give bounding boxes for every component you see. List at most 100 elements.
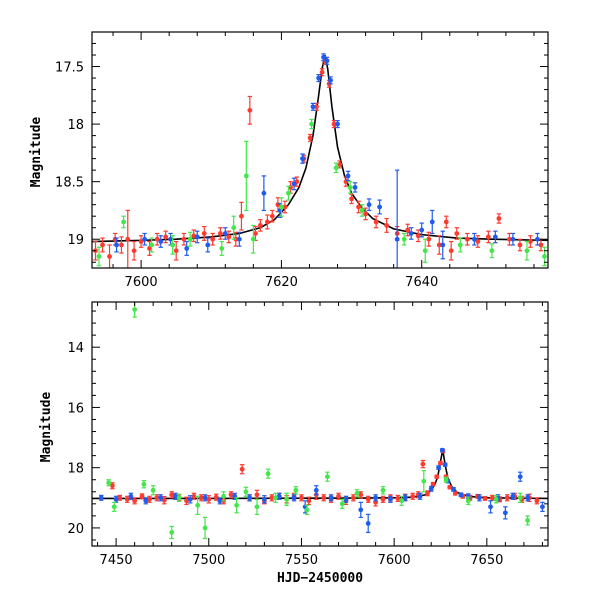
data-point xyxy=(228,491,234,499)
bottom-xtick-label: 7650 xyxy=(470,553,503,568)
data-point xyxy=(307,133,313,142)
data-point xyxy=(284,492,290,506)
data-point xyxy=(321,494,327,502)
data-point xyxy=(363,207,368,221)
top-ytick-label: 17.5 xyxy=(55,61,84,76)
data-point xyxy=(147,495,152,503)
data-point xyxy=(451,486,456,492)
data-point xyxy=(205,237,211,253)
data-point xyxy=(121,215,126,229)
data-point xyxy=(428,485,434,492)
data-point xyxy=(457,237,463,253)
data-point xyxy=(517,238,523,252)
bottom-panel: 7450 7500 7550 7600 7650 14 16 18 20 Magnitude H… xyxy=(39,301,549,586)
bottom-series-blue xyxy=(98,447,545,534)
data-point xyxy=(173,492,178,500)
bottom-xtick-label: 7550 xyxy=(285,553,318,568)
data-point xyxy=(525,515,531,526)
data-point xyxy=(217,497,223,505)
data-point xyxy=(510,492,516,500)
data-point xyxy=(169,491,175,499)
data-point xyxy=(485,230,491,244)
top-plot-area xyxy=(92,53,548,268)
data-point xyxy=(107,244,112,268)
data-point xyxy=(504,494,510,502)
data-point xyxy=(438,460,443,466)
data-point xyxy=(206,495,212,504)
data-point xyxy=(125,209,131,268)
data-point xyxy=(141,480,147,489)
data-point xyxy=(154,232,160,246)
data-point xyxy=(365,495,371,503)
data-point xyxy=(213,493,219,501)
data-point xyxy=(489,243,495,259)
bottom-series-green xyxy=(106,302,531,540)
data-point xyxy=(540,501,545,512)
data-point xyxy=(269,494,275,502)
data-point xyxy=(187,495,193,504)
data-point xyxy=(184,496,189,506)
data-point xyxy=(475,235,481,248)
data-point xyxy=(439,447,445,453)
data-point xyxy=(373,494,379,502)
data-point xyxy=(394,169,400,268)
data-point xyxy=(534,497,540,505)
data-point xyxy=(421,470,427,493)
data-point xyxy=(239,464,245,475)
data-point xyxy=(132,497,138,505)
data-point xyxy=(158,235,164,248)
data-point xyxy=(365,513,371,534)
data-point xyxy=(131,240,137,261)
data-point xyxy=(265,468,271,479)
data-point xyxy=(440,230,446,260)
data-point xyxy=(366,198,372,212)
top-frame xyxy=(91,31,549,269)
data-point xyxy=(335,120,340,129)
top-ytick-label: 19 xyxy=(67,233,84,248)
data-point xyxy=(542,246,547,267)
bottom-xtick-label: 7600 xyxy=(378,553,411,568)
bottom-series-layer xyxy=(92,302,548,540)
data-point xyxy=(170,235,176,255)
bottom-xtick-label: 7450 xyxy=(100,553,133,568)
data-point xyxy=(477,494,482,502)
data-point xyxy=(210,232,216,246)
bottom-ytick-label: 18 xyxy=(67,462,84,477)
data-point xyxy=(507,232,512,246)
data-point xyxy=(138,235,144,248)
data-point xyxy=(187,231,193,247)
data-point xyxy=(300,153,305,164)
data-point xyxy=(333,162,339,174)
data-point xyxy=(352,182,358,193)
bottom-ytick-label: 16 xyxy=(67,401,84,416)
data-point xyxy=(119,236,124,254)
data-point xyxy=(111,501,117,512)
data-point xyxy=(408,227,414,240)
data-point xyxy=(436,235,442,255)
data-point xyxy=(306,496,312,506)
data-point xyxy=(291,494,297,502)
data-point xyxy=(143,497,149,505)
data-point xyxy=(299,494,304,502)
data-point xyxy=(465,496,471,506)
data-point xyxy=(502,506,508,520)
top-xtick-label: 7600 xyxy=(125,275,158,290)
data-point xyxy=(535,232,540,246)
data-point xyxy=(96,246,102,267)
data-point xyxy=(388,495,393,503)
bottom-xlabel: HJD−2450000 xyxy=(277,571,363,586)
data-point xyxy=(282,200,288,214)
data-point xyxy=(447,484,453,490)
bottom-ytick-label: 14 xyxy=(67,341,84,356)
data-point xyxy=(454,227,460,240)
data-point xyxy=(443,476,449,483)
top-series-blue xyxy=(114,53,540,268)
data-point xyxy=(279,197,284,217)
data-point xyxy=(325,471,330,482)
bottom-ylabel: Magnitude xyxy=(39,392,54,463)
data-point xyxy=(247,494,252,502)
data-point xyxy=(319,68,325,77)
data-point xyxy=(176,493,182,503)
data-point xyxy=(405,223,411,237)
data-point xyxy=(436,465,442,471)
